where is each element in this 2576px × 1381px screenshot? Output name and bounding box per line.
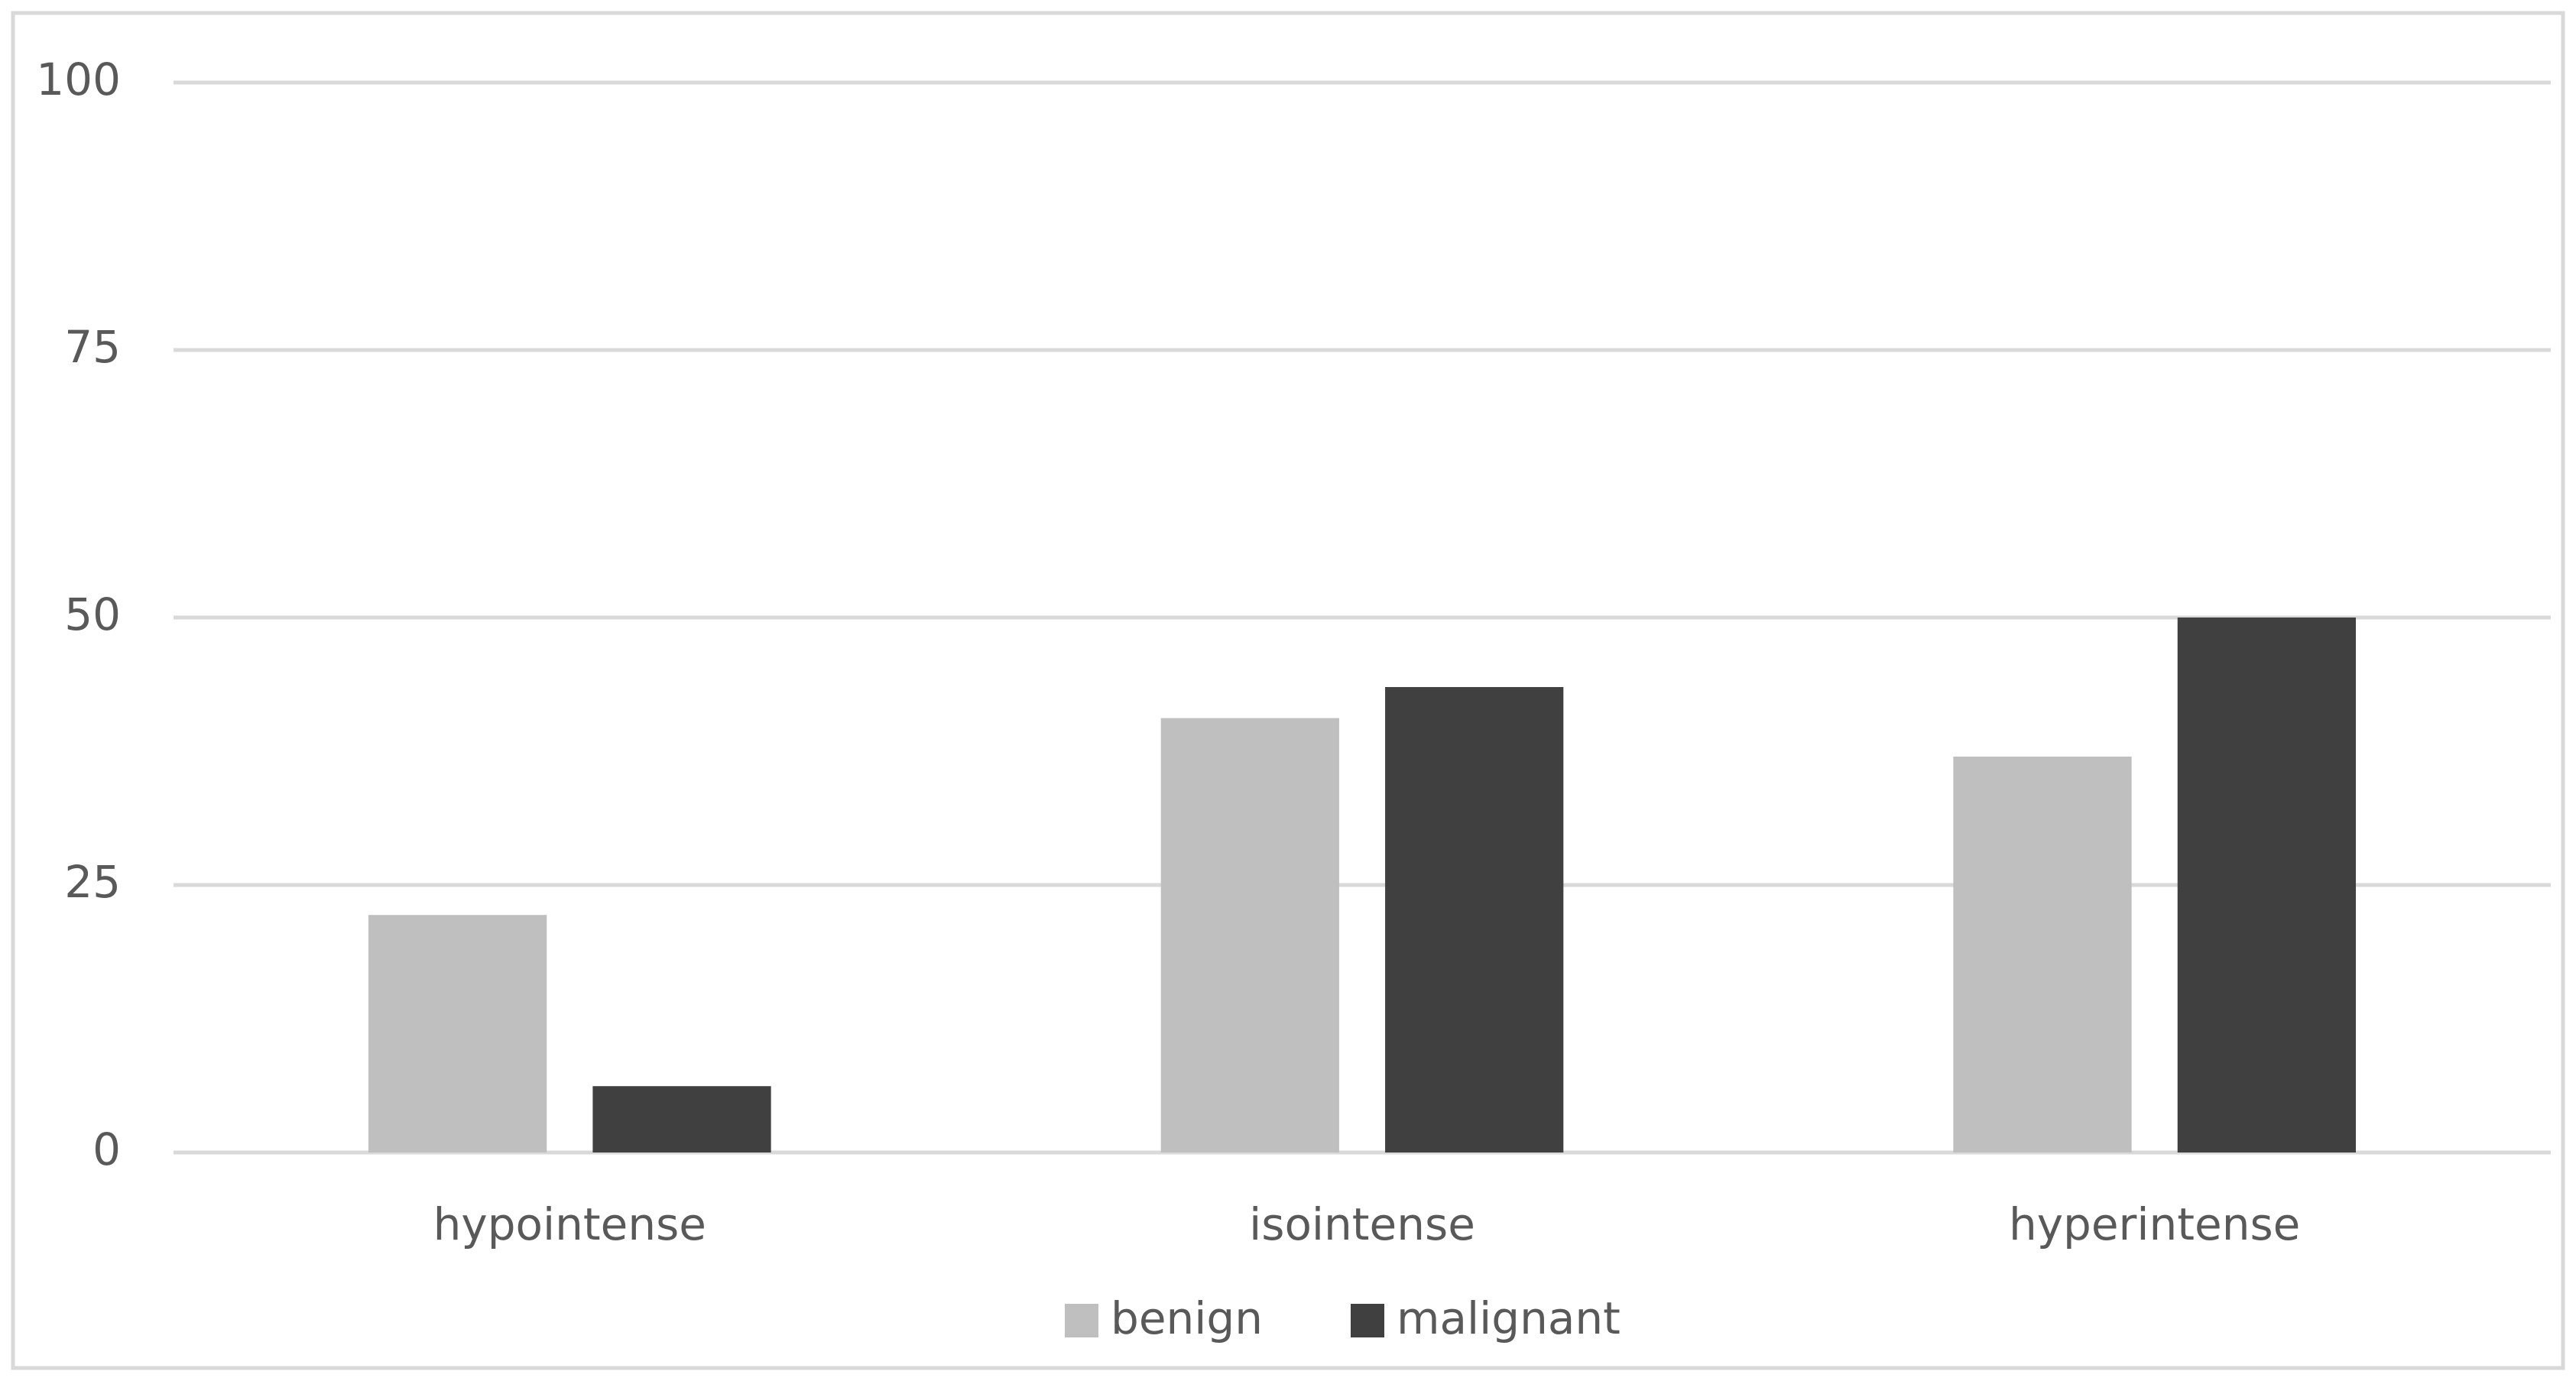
legend-label: benign (1111, 1292, 1263, 1344)
legend-swatch (1065, 1304, 1098, 1337)
bar (368, 915, 547, 1152)
x-tick-label: hypointense (433, 1198, 706, 1250)
y-tick-label: 100 (36, 53, 121, 105)
legend-label: malignant (1397, 1292, 1621, 1344)
y-tick-label: 0 (92, 1123, 121, 1175)
y-tick-label: 50 (64, 588, 121, 640)
x-tick-label: isointense (1249, 1198, 1475, 1250)
bar (1160, 718, 1339, 1152)
x-tick-label: hyperintense (2009, 1198, 2300, 1250)
bar (2177, 618, 2356, 1152)
y-tick-label: 75 (64, 321, 121, 373)
y-tick-label: 25 (64, 856, 121, 908)
bar (592, 1086, 771, 1152)
bar (1385, 687, 1564, 1152)
legend-swatch (1351, 1304, 1384, 1337)
bar (1953, 757, 2132, 1152)
